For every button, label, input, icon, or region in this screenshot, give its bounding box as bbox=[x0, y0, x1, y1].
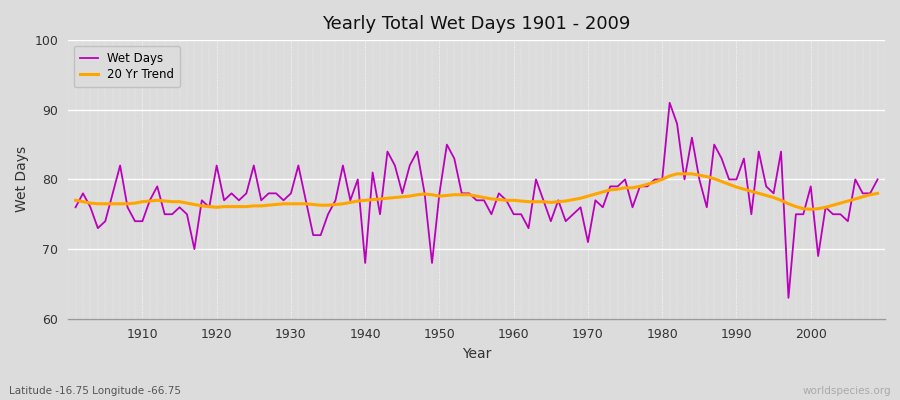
20 Yr Trend bbox=[671, 172, 682, 176]
Wet Days bbox=[70, 205, 81, 210]
Wet Days bbox=[508, 212, 519, 217]
Wet Days bbox=[664, 100, 675, 105]
Line: 20 Yr Trend: 20 Yr Trend bbox=[76, 174, 878, 209]
Wet Days bbox=[783, 296, 794, 300]
20 Yr Trend bbox=[501, 198, 512, 203]
Y-axis label: Wet Days: Wet Days bbox=[15, 146, 29, 212]
Wet Days bbox=[598, 205, 608, 210]
Line: Wet Days: Wet Days bbox=[76, 103, 878, 298]
20 Yr Trend bbox=[508, 198, 519, 203]
20 Yr Trend bbox=[598, 190, 608, 194]
20 Yr Trend bbox=[130, 201, 140, 206]
Text: Latitude -16.75 Longitude -66.75: Latitude -16.75 Longitude -66.75 bbox=[9, 386, 181, 396]
X-axis label: Year: Year bbox=[462, 347, 491, 361]
Title: Yearly Total Wet Days 1901 - 2009: Yearly Total Wet Days 1901 - 2009 bbox=[322, 15, 631, 33]
20 Yr Trend bbox=[70, 198, 81, 203]
Wet Days bbox=[293, 163, 304, 168]
20 Yr Trend bbox=[293, 201, 304, 206]
Text: worldspecies.org: worldspecies.org bbox=[803, 386, 891, 396]
20 Yr Trend bbox=[872, 191, 883, 196]
Wet Days bbox=[338, 163, 348, 168]
Wet Days bbox=[872, 177, 883, 182]
Wet Days bbox=[501, 198, 512, 203]
20 Yr Trend bbox=[806, 207, 816, 212]
20 Yr Trend bbox=[338, 201, 348, 206]
Wet Days bbox=[130, 219, 140, 224]
Legend: Wet Days, 20 Yr Trend: Wet Days, 20 Yr Trend bbox=[74, 46, 180, 87]
